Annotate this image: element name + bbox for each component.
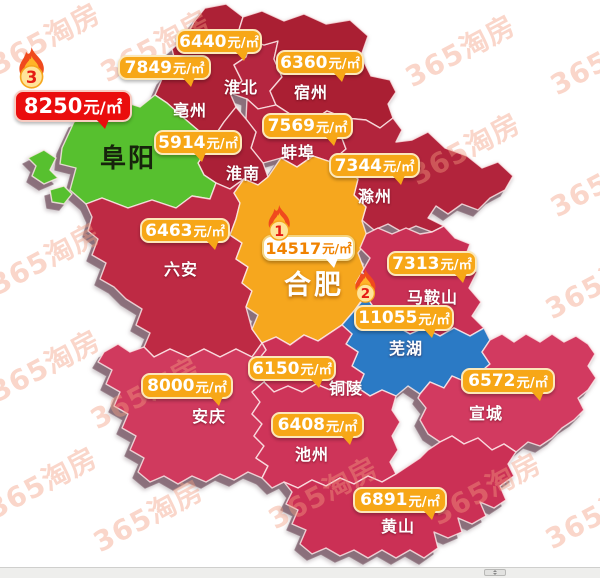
price-value: 5914	[158, 132, 206, 153]
price-bubble-tongling[interactable]: 6150 元/㎡	[248, 356, 336, 388]
price-bubble-wuhu[interactable]: 11055 元/㎡	[354, 305, 454, 338]
city-name-maanshan: 马鞍山	[407, 288, 459, 307]
price-value: 7313	[392, 253, 440, 274]
price-bubble-anqing[interactable]: 8000 元/㎡	[141, 373, 233, 406]
price-value: 6360	[280, 52, 328, 73]
price-value: 7344	[334, 155, 382, 176]
rank-flame-icon-wuhu: 2	[351, 268, 380, 308]
price-bubble-chizhou[interactable]: 6408 元/㎡	[271, 412, 364, 445]
price-unit: 元/㎡	[328, 57, 360, 72]
price-bubble-huaibei[interactable]: 6440 元/㎡	[176, 29, 262, 61]
price-bubble-bozhou[interactable]: 7849 元/㎡	[118, 55, 211, 87]
rank-flame-icon-fuyang: 3	[14, 46, 49, 94]
price-value: 6150	[252, 358, 300, 379]
price-value: 6440	[179, 31, 227, 52]
price-unit: 元/㎡	[300, 363, 332, 378]
city-name-bengbu: 蚌埠	[281, 143, 316, 162]
bubble-tail	[340, 435, 354, 445]
bubble-tail	[324, 258, 338, 268]
city-name-suzhou: 宿州	[294, 83, 329, 102]
splitter-handle[interactable]	[484, 569, 506, 576]
price-unit: 元/㎡	[516, 375, 548, 391]
city-name-chuzhou: 滁州	[358, 187, 393, 206]
price-unit: 元/㎡	[83, 98, 123, 117]
bubble-tail	[209, 396, 223, 406]
city-name-wuhu: 芜湖	[389, 339, 424, 358]
bubble-tail	[531, 391, 545, 401]
price-unit: 元/㎡	[418, 312, 450, 328]
bubble-tail	[95, 119, 109, 129]
bubble-tail	[423, 510, 437, 520]
price-bubble-maanshan[interactable]: 7313 元/㎡	[387, 251, 477, 283]
rank-number: 2	[361, 286, 370, 302]
bubble-tail	[324, 136, 338, 146]
price-value: 7849	[124, 57, 172, 78]
price-bubble-chuzhou[interactable]: 7344 元/㎡	[329, 153, 420, 185]
bubble-tail	[423, 328, 437, 338]
city-name-anqing: 安庆	[192, 407, 227, 426]
city-name-fuyang: 阜阳	[100, 144, 157, 174]
bottom-scrollbar[interactable]	[0, 567, 600, 578]
price-unit: 元/㎡	[227, 36, 259, 51]
city-name-huangshan: 黄山	[381, 517, 416, 536]
city-name-tongling: 铜陵	[329, 379, 364, 398]
rank-number: 1	[274, 224, 284, 240]
price-value: 6463	[145, 220, 193, 241]
price-value: 6891	[360, 490, 408, 510]
price-unit: 元/㎡	[315, 120, 348, 136]
rank-number: 3	[26, 68, 37, 87]
rank-flame-icon-hefei: 1	[264, 204, 294, 246]
bubble-tail	[182, 77, 196, 87]
bubble-tail	[454, 273, 468, 283]
price-unit: 元/㎡	[322, 241, 352, 256]
price-unit: 元/㎡	[193, 225, 225, 240]
bubble-tail	[205, 240, 219, 250]
price-value: 11055	[358, 308, 418, 328]
city-name-chizhou: 池州	[295, 445, 330, 464]
bubble-tail	[192, 152, 206, 162]
price-value: 6408	[277, 415, 325, 435]
price-bubble-bengbu[interactable]: 7569 元/㎡	[262, 113, 353, 146]
city-name-bozhou: 亳州	[173, 101, 208, 120]
price-unit: 元/㎡	[382, 160, 415, 175]
price-bubble-xuancheng[interactable]: 6572 元/㎡	[461, 368, 555, 401]
price-unit: 元/㎡	[325, 419, 358, 435]
price-unit: 元/㎡	[206, 137, 238, 152]
bubble-tail	[333, 72, 347, 82]
price-value: 8250	[23, 94, 83, 118]
price-unit: 元/㎡	[195, 380, 227, 396]
price-bubble-suzhou[interactable]: 6360 元/㎡	[276, 50, 364, 82]
price-unit: 元/㎡	[172, 62, 205, 77]
price-unit: 元/㎡	[408, 494, 440, 510]
city-name-huainan: 淮南	[226, 164, 261, 183]
bubble-tail	[391, 175, 405, 185]
price-bubble-luan[interactable]: 6463 元/㎡	[140, 218, 230, 250]
price-bubble-huainan[interactable]: 5914 元/㎡	[154, 130, 242, 162]
city-name-huaibei: 淮北	[224, 78, 259, 97]
bubble-tail	[235, 51, 249, 61]
price-value: 8000	[147, 376, 195, 396]
region-fuyang[interactable]	[49, 185, 73, 205]
region-fuyang[interactable]	[27, 149, 59, 185]
price-bubble-fuyang[interactable]: 8250 元/㎡	[14, 90, 132, 129]
price-value: 14517	[265, 238, 322, 258]
city-name-luan: 六安	[164, 260, 199, 279]
price-bubble-huangshan[interactable]: 6891 元/㎡	[353, 487, 447, 520]
city-name-xuancheng: 宣城	[469, 404, 504, 423]
price-unit: 元/㎡	[440, 258, 472, 273]
price-value: 6572	[468, 371, 516, 391]
region-chuzhou[interactable]	[330, 117, 514, 233]
price-value: 7569	[267, 116, 315, 136]
city-name-hefei: 合肥	[284, 270, 344, 301]
bubble-tail	[310, 378, 324, 388]
